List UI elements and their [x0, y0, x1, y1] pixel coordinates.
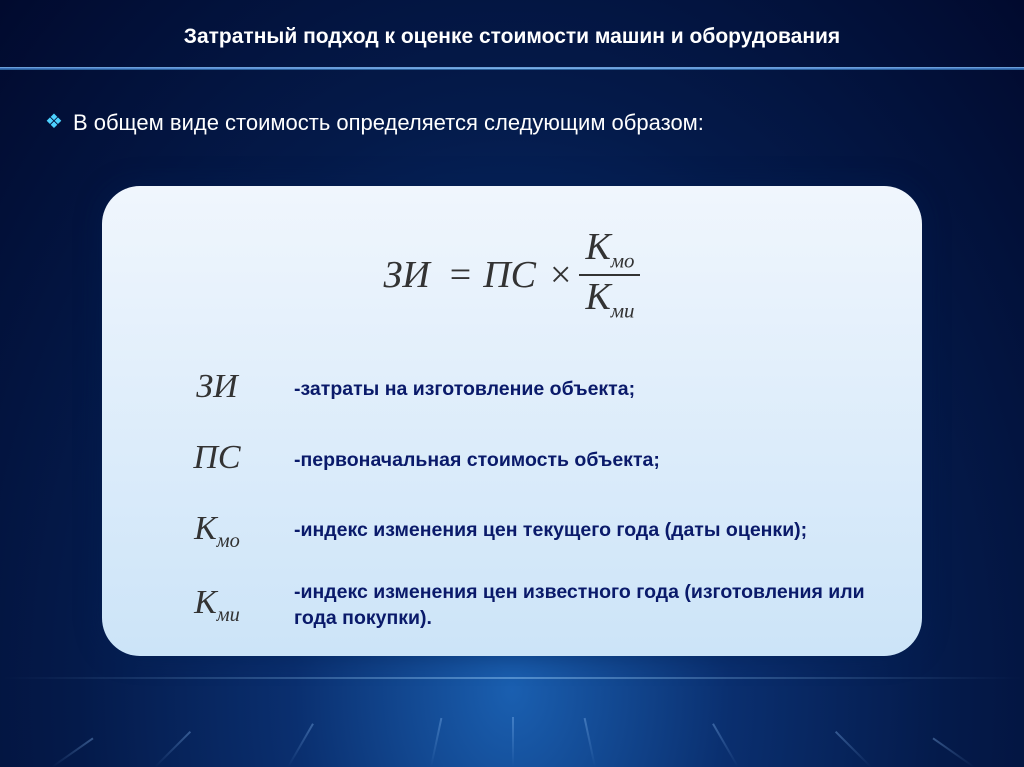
perspective-floor-decoration — [0, 677, 1024, 767]
def-symbol: ЗИ — [152, 368, 282, 411]
den-subscript: ми — [611, 298, 635, 322]
def-sym-base: К — [194, 510, 217, 547]
fraction-denominator: Кми — [579, 276, 640, 324]
diamond-bullet-icon: ❖ — [45, 110, 63, 134]
slide-header: Затратный подход к оценке стоимости маши… — [0, 0, 1024, 67]
den-base: К — [585, 276, 610, 318]
formula-ps: ПС — [483, 253, 536, 297]
def-symbol: ПС — [152, 439, 282, 482]
num-base: К — [585, 226, 610, 268]
intro-text: В общем виде стоимость определяется след… — [73, 110, 704, 136]
main-formula: ЗИ = ПС × Кмо Кми — [384, 226, 641, 323]
formula-container: ЗИ = ПС × Кмо Кми — [152, 226, 872, 323]
def-text: -индекс изменения цен известного года (и… — [294, 580, 872, 631]
def-text: -затраты на изготовление объекта; — [294, 377, 872, 402]
formula-lhs: ЗИ — [384, 253, 430, 297]
def-sym-sub: ми — [217, 604, 240, 626]
formula-fraction: Кмо Кми — [579, 226, 640, 323]
equals-sign: = — [450, 253, 471, 297]
def-sym-sub: мо — [217, 529, 240, 551]
def-symbol: Кмо — [152, 510, 282, 553]
slide-title: Затратный подход к оценке стоимости маши… — [0, 25, 1024, 49]
def-text: -индекс изменения цен текущего года (дат… — [294, 518, 872, 543]
num-subscript: мо — [611, 249, 635, 273]
fraction-numerator: Кмо — [579, 226, 640, 274]
multiply-sign: × — [550, 253, 571, 297]
formula-card: ЗИ = ПС × Кмо Кми ЗИ -затраты на изготов… — [102, 186, 922, 656]
definitions-grid: ЗИ -затраты на изготовление объекта; ПС … — [152, 368, 872, 631]
def-sym-base: К — [194, 584, 217, 621]
intro-block: ❖ В общем виде стоимость определяется сл… — [0, 70, 1024, 166]
def-sym-base: ПС — [193, 439, 240, 476]
def-text: -первоначальная стоимость объекта; — [294, 448, 872, 473]
def-sym-base: ЗИ — [196, 368, 237, 405]
def-symbol: Кми — [152, 584, 282, 627]
